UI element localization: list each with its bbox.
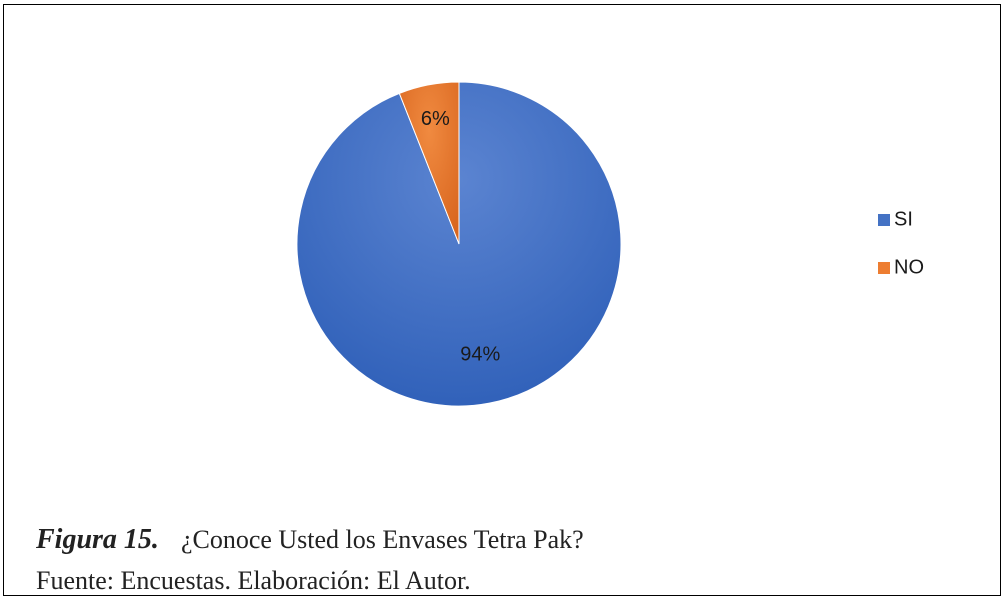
pie-slices	[296, 81, 622, 407]
legend-label-no: NO	[894, 256, 924, 278]
legend-label-si: SI	[894, 208, 913, 230]
figure-title: ¿Conoce Usted los Envases Tetra Pak?	[180, 525, 584, 554]
figure-source: Fuente: Encuestas. Elaboración: El Autor…	[36, 566, 471, 595]
chart-legend: SI NO	[878, 208, 924, 278]
data-label-no: 6%	[421, 108, 450, 130]
figure-caption: Figura 15. ¿Conoce Usted los Envases Tetr…	[36, 524, 584, 556]
pie-slice-no	[398, 81, 460, 245]
pie-data-labels: 94% 6%	[421, 108, 501, 366]
legend-swatch-no	[878, 262, 890, 274]
data-label-si: 94%	[460, 344, 500, 366]
legend-swatch-si	[878, 214, 890, 226]
figure-label: Figura 15.	[36, 524, 159, 555]
pie-chart: 94% 6% SI NO	[296, 81, 924, 407]
